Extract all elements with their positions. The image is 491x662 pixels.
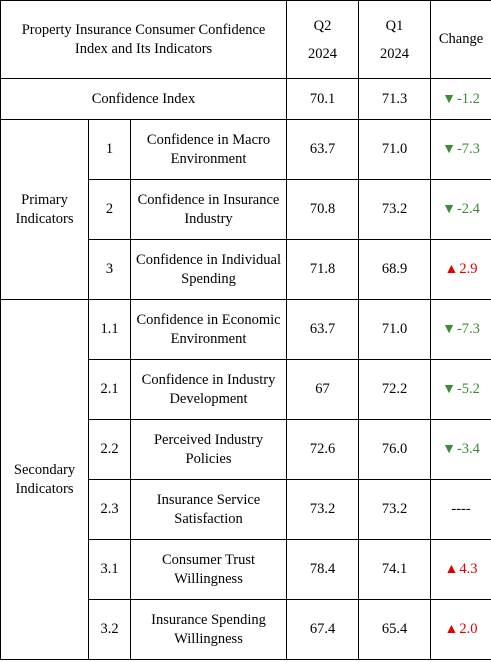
row-q1: 71.0	[358, 119, 432, 180]
row-q1: 73.2	[358, 479, 432, 540]
row-change: ----	[430, 479, 491, 540]
confidence-index-row: Confidence Index 70.1 71.3 ▼-1.2	[0, 78, 491, 120]
row-q2: 71.8	[286, 239, 360, 300]
up-triangle-icon: ▲	[444, 562, 459, 577]
change-value: 2.0	[459, 621, 478, 637]
up-triangle-icon: ▲	[444, 262, 459, 277]
group-secondary: Secondary Indicators	[0, 299, 89, 660]
row-q2: 70.8	[286, 179, 360, 240]
row-number: 2.1	[88, 359, 131, 420]
row-q2: 67.4	[286, 599, 360, 660]
table-row: Primary Indicators 1 Confidence in Macro…	[0, 119, 491, 300]
down-triangle-icon: ▼	[442, 142, 456, 157]
confidence-index-change: ▼-1.2	[430, 78, 491, 120]
table-row: Secondary Indicators 1.1 Confidence in E…	[0, 299, 491, 660]
row-q2: 78.4	[286, 539, 360, 600]
change-value: ----	[451, 501, 471, 517]
row-number: 3.2	[88, 599, 131, 660]
header-q2: Q2 2024	[286, 0, 360, 79]
row-change: ▼-3.4	[430, 419, 491, 480]
table-row: 3.2 Insurance Spending Willingness 67.4 …	[1, 599, 491, 660]
row-label: Confidence in Macro Environment	[129, 119, 288, 180]
row-label: Insurance Service Satisfaction	[129, 479, 288, 540]
row-label: Consumer Trust Willingness	[129, 539, 288, 600]
group-primary: Primary Indicators	[0, 119, 89, 300]
down-triangle-icon: ▼	[442, 91, 456, 107]
change-value: -7.3	[456, 141, 480, 157]
header-q1-year: 2024	[380, 45, 410, 62]
row-q2: 63.7	[286, 299, 360, 360]
change-value: -7.3	[456, 321, 480, 337]
table-title: Property Insurance Consumer Confidence I…	[0, 0, 288, 79]
change-value: -3.4	[456, 441, 480, 457]
row-q2: 73.2	[286, 479, 360, 540]
table-row: 2.2 Perceived Industry Policies 72.6 76.…	[1, 419, 491, 480]
up-triangle-icon: ▲	[444, 622, 459, 637]
row-number: 3.1	[88, 539, 131, 600]
row-change: ▼-7.3	[430, 299, 491, 360]
row-q1: 65.4	[358, 599, 432, 660]
row-q1: 74.1	[358, 539, 432, 600]
table-row: 2 Confidence in Insurance Industry 70.8 …	[1, 179, 491, 240]
row-number: 3	[88, 239, 131, 300]
row-number: 1	[88, 119, 131, 180]
row-q2: 67	[286, 359, 360, 420]
down-triangle-icon: ▼	[442, 202, 456, 217]
row-change: ▼-5.2	[430, 359, 491, 420]
header-q1: Q1 2024	[358, 0, 432, 79]
row-change: ▼-2.4	[430, 179, 491, 240]
header-q2-year: 2024	[308, 45, 338, 62]
change-value: 2.9	[459, 261, 478, 277]
row-label: Confidence in Insurance Industry	[129, 179, 288, 240]
change-value: 4.3	[459, 561, 478, 577]
row-q2: 72.6	[286, 419, 360, 480]
down-triangle-icon: ▼	[442, 322, 456, 337]
row-number: 2.2	[88, 419, 131, 480]
row-change: ▲4.3	[430, 539, 491, 600]
header-change: Change	[430, 0, 491, 79]
row-label: Confidence in Individual Spending	[129, 239, 288, 300]
change-value: -1.2	[456, 90, 480, 107]
header-row: Property Insurance Consumer Confidence I…	[0, 0, 491, 79]
row-q1: 76.0	[358, 419, 432, 480]
row-change: ▲2.0	[430, 599, 491, 660]
confidence-index-q1: 71.3	[358, 78, 432, 120]
row-q1: 72.2	[358, 359, 432, 420]
row-q1: 68.9	[358, 239, 432, 300]
table-row: 2.1 Confidence in Industry Development 6…	[1, 359, 491, 420]
confidence-index-q2: 70.1	[286, 78, 360, 120]
change-value: -2.4	[456, 201, 480, 217]
row-label: Confidence in Economic Environment	[129, 299, 288, 360]
confidence-index-label: Confidence Index	[0, 78, 288, 120]
row-number: 2.3	[88, 479, 131, 540]
row-q1: 73.2	[358, 179, 432, 240]
change-value: -5.2	[456, 381, 480, 397]
row-number: 2	[88, 179, 131, 240]
table-row: 3 Confidence in Individual Spending 71.8…	[1, 239, 491, 300]
row-change: ▼-7.3	[430, 119, 491, 180]
header-q2-quarter: Q2	[313, 17, 332, 34]
header-q1-quarter: Q1	[385, 17, 404, 34]
row-q2: 63.7	[286, 119, 360, 180]
row-q1: 71.0	[358, 299, 432, 360]
down-triangle-icon: ▼	[442, 382, 456, 397]
down-triangle-icon: ▼	[442, 442, 456, 457]
row-label: Insurance Spending Willingness	[129, 599, 288, 660]
table-row: 2.3 Insurance Service Satisfaction 73.2 …	[1, 479, 491, 540]
row-number: 1.1	[88, 299, 131, 360]
row-change: ▲2.9	[430, 239, 491, 300]
row-label: Perceived Industry Policies	[129, 419, 288, 480]
row-label: Confidence in Industry Development	[129, 359, 288, 420]
